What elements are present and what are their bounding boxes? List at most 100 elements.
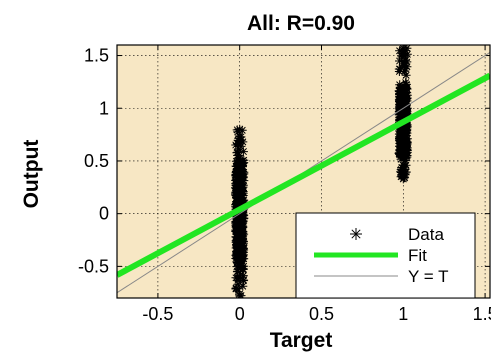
data-point (399, 128, 409, 138)
data-point (238, 271, 248, 281)
data-point (233, 174, 243, 184)
legend-label: Y = T (408, 267, 448, 286)
data-point (398, 45, 408, 53)
data-point (236, 161, 245, 171)
data-point (395, 46, 405, 56)
data-point (399, 57, 409, 67)
data-point (231, 170, 241, 180)
data-point (232, 148, 242, 158)
legend: Data Fit Y = T (295, 212, 476, 299)
data-point (402, 93, 412, 103)
y-tick-label: -0.5 (78, 256, 109, 276)
data-point (394, 148, 404, 158)
data-point (237, 185, 247, 195)
data-point (231, 254, 241, 263)
data-point (396, 140, 406, 150)
data-point (231, 156, 241, 166)
data-point (234, 232, 244, 241)
data-point (402, 138, 412, 148)
data-point (235, 132, 245, 142)
x-axis-label: Target (270, 329, 333, 352)
data-point (233, 219, 243, 229)
data-point (239, 245, 249, 255)
data-point (231, 225, 241, 235)
data-point (232, 241, 242, 251)
data-point (401, 155, 411, 165)
data-point (238, 250, 248, 260)
data-point (232, 202, 242, 212)
data-point (231, 178, 241, 188)
data-point (232, 257, 242, 267)
data-point (398, 174, 408, 184)
data-point (237, 265, 247, 274)
data-point (237, 217, 247, 227)
data-point (397, 52, 407, 62)
data-point (396, 92, 406, 102)
data-point (396, 168, 406, 177)
data-point (235, 234, 245, 243)
x-tick-label: 1.5 (473, 304, 491, 324)
y-axis-label: Output (20, 140, 43, 209)
data-point (231, 243, 241, 253)
x-tick-label: 0.5 (309, 304, 334, 324)
data-point (236, 180, 246, 190)
data-point (231, 273, 241, 283)
y-tick-label: 0 (99, 204, 109, 224)
data-point (401, 88, 411, 97)
data-point (232, 250, 242, 260)
data-point (231, 217, 241, 227)
plot-area: -0.5 0 0.5 1 1.5 -0.5 0 0.5 1 1.5 (78, 44, 491, 324)
data-point (401, 70, 411, 80)
data-point (398, 86, 408, 95)
data-point (238, 147, 248, 157)
data-point (231, 140, 241, 150)
data-point (401, 143, 411, 153)
data-point (402, 145, 412, 155)
data-point (231, 284, 241, 294)
data-point (233, 185, 243, 194)
y-tick-label: 0.5 (84, 151, 109, 171)
x-tick-label: 1 (398, 304, 408, 324)
data-point (233, 153, 243, 163)
data-point (395, 132, 405, 142)
data-point (232, 182, 242, 192)
data-point (239, 275, 249, 285)
x-tick-label: 0 (235, 304, 245, 324)
data-point (401, 160, 411, 170)
data-point (232, 267, 242, 277)
data-point (394, 110, 404, 120)
plot-content (117, 45, 490, 298)
data-point (400, 66, 410, 76)
data-point (231, 191, 241, 201)
data-point (399, 51, 409, 61)
data-point (402, 104, 412, 113)
data-point (233, 179, 243, 189)
data-point (237, 125, 247, 135)
data-point (238, 281, 248, 291)
data-point (402, 62, 412, 72)
y-tick-label: 1 (99, 98, 109, 118)
fit-line (117, 72, 490, 278)
chart-title: All: R=0.90 (247, 12, 355, 35)
data-point (396, 154, 406, 164)
data-point (233, 150, 243, 160)
x-tick-label: -0.5 (142, 304, 173, 324)
data-point (236, 255, 246, 265)
data-point (237, 218, 246, 228)
data-point (395, 56, 404, 66)
data-point (350, 228, 362, 240)
data-point (398, 98, 408, 108)
data-point (233, 279, 243, 289)
data-point (235, 291, 245, 298)
data-point (232, 125, 242, 135)
y-tick-label: 1.5 (84, 46, 109, 66)
data-point (395, 105, 405, 114)
data-point (400, 164, 410, 174)
legend-label: Fit (408, 246, 427, 265)
data-point (398, 59, 408, 69)
data-point (398, 93, 408, 102)
data-cluster (394, 45, 412, 184)
data-point (398, 147, 408, 157)
data-point (236, 190, 246, 200)
